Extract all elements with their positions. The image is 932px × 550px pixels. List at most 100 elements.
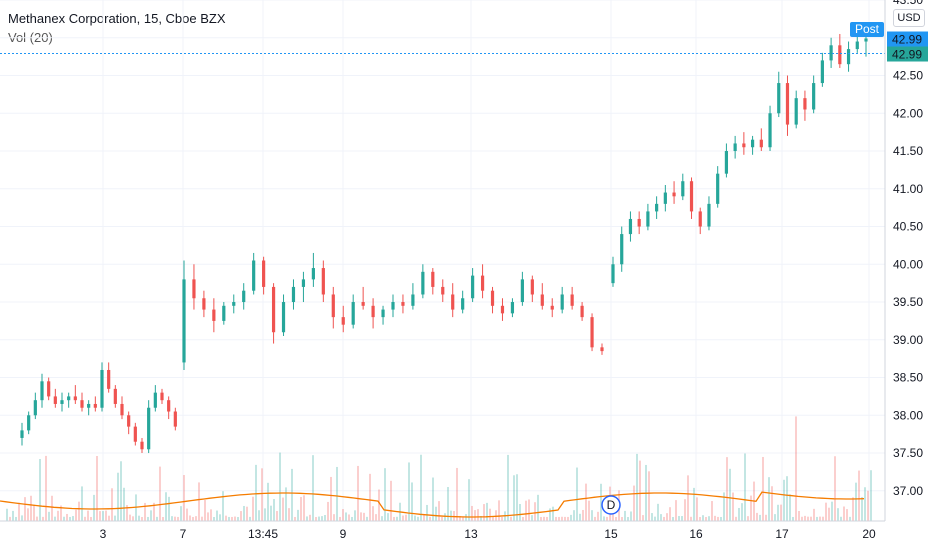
volume-bar <box>312 455 314 521</box>
price-tick-label: 40.50 <box>893 220 923 234</box>
volume-bar <box>438 501 440 521</box>
volume-bar <box>45 455 47 521</box>
volume-bar <box>696 497 698 521</box>
candle-body <box>846 49 851 65</box>
volume-bar <box>546 516 548 521</box>
candle-body <box>40 381 44 401</box>
time-tick-label: 7 <box>180 527 187 541</box>
volume-bar <box>129 514 131 521</box>
volume-bar <box>411 482 413 521</box>
volume-bar <box>351 516 353 521</box>
volume-bar <box>834 456 836 521</box>
candle-body <box>829 45 833 61</box>
last-price-label: 42.99 <box>892 48 922 62</box>
volume-bar <box>525 500 527 521</box>
volume-bar <box>771 486 773 521</box>
volume-bar <box>729 468 731 521</box>
volume-bar <box>801 516 803 521</box>
volume-bar <box>606 516 608 521</box>
volume-bar <box>564 516 566 521</box>
volume-bar <box>840 516 842 521</box>
volume-bar <box>654 516 656 521</box>
volume-bar <box>123 487 125 521</box>
volume-bar <box>366 516 368 521</box>
volume-ma-line <box>0 491 865 518</box>
volume-bar <box>324 515 326 521</box>
time-tick-label: 9 <box>340 527 347 541</box>
candle-body <box>768 113 772 148</box>
candle-body <box>520 279 524 303</box>
candle-body <box>321 268 325 295</box>
volume-bar <box>516 474 518 521</box>
volume-bar <box>168 496 170 521</box>
candle-body <box>192 279 196 299</box>
volume-bar <box>597 511 599 521</box>
volume-bar <box>870 470 872 521</box>
volume-bar <box>849 516 851 521</box>
volume-bar <box>795 416 797 521</box>
volume-bar <box>252 496 254 521</box>
volume-bar <box>105 510 107 521</box>
volume-bar <box>414 515 416 521</box>
volume-bar <box>93 494 95 521</box>
volume-bar <box>12 510 14 521</box>
currency-button[interactable]: USD <box>893 9 925 27</box>
candle-body <box>490 290 495 306</box>
volume-bar <box>831 501 833 521</box>
volume-bar <box>756 512 758 521</box>
candle-body <box>864 38 868 42</box>
volume-bar <box>177 516 179 521</box>
volume-bar <box>549 508 551 521</box>
volume-bar <box>327 501 329 521</box>
volume-bar <box>144 502 146 521</box>
volume-bar <box>714 515 716 521</box>
candle-body <box>812 83 816 110</box>
volume-bar <box>477 509 479 521</box>
volume-bar <box>276 511 278 521</box>
candle-body <box>637 218 641 227</box>
volume-bar <box>60 505 62 521</box>
dividend-marker[interactable]: D <box>601 495 621 515</box>
post-price-box <box>887 31 928 47</box>
volume-bar <box>315 516 317 521</box>
volume-bar <box>594 516 596 521</box>
volume-bar <box>441 516 443 521</box>
volume-bar <box>141 517 143 521</box>
volume-bar <box>393 516 395 521</box>
volume-bar <box>90 516 92 521</box>
candle-body <box>27 415 31 431</box>
volume-bar <box>66 513 68 521</box>
time-axis[interactable]: 3 7 13:45 9 13 15 16 17 20 <box>100 527 876 541</box>
candle-body <box>411 294 415 306</box>
volume-bar <box>684 499 686 521</box>
candle-body <box>560 294 564 310</box>
candle-body <box>361 302 365 306</box>
volume-bar <box>435 506 437 521</box>
volume-bar <box>570 514 572 521</box>
volume-bar <box>288 508 290 521</box>
volume-bar <box>42 516 44 521</box>
volume-bar <box>192 516 194 521</box>
volume-bar <box>774 514 776 521</box>
candle-body <box>803 98 807 110</box>
volume-bar <box>96 455 98 521</box>
volume-bar <box>804 515 806 521</box>
price-tick-label: 41.00 <box>893 182 923 196</box>
candle-body <box>351 302 355 325</box>
volume-bar <box>567 516 569 521</box>
volume-bars <box>6 416 872 521</box>
volume-bar <box>627 516 629 521</box>
volume-bar <box>213 516 215 521</box>
volume-bar <box>573 510 575 521</box>
price-axis[interactable]: 37.00 37.50 38.00 38.50 39.00 39.50 40.00 40.50… <box>893 0 923 498</box>
post-market-badge: Post <box>850 22 885 37</box>
volume-bar <box>456 467 458 521</box>
volume-bar <box>858 470 860 521</box>
volume-bar <box>381 516 383 521</box>
volume-bar <box>405 514 407 521</box>
volume-bar <box>828 507 830 521</box>
volume-bar <box>294 516 296 521</box>
volume-bar <box>432 477 434 521</box>
candle-body <box>855 41 859 50</box>
